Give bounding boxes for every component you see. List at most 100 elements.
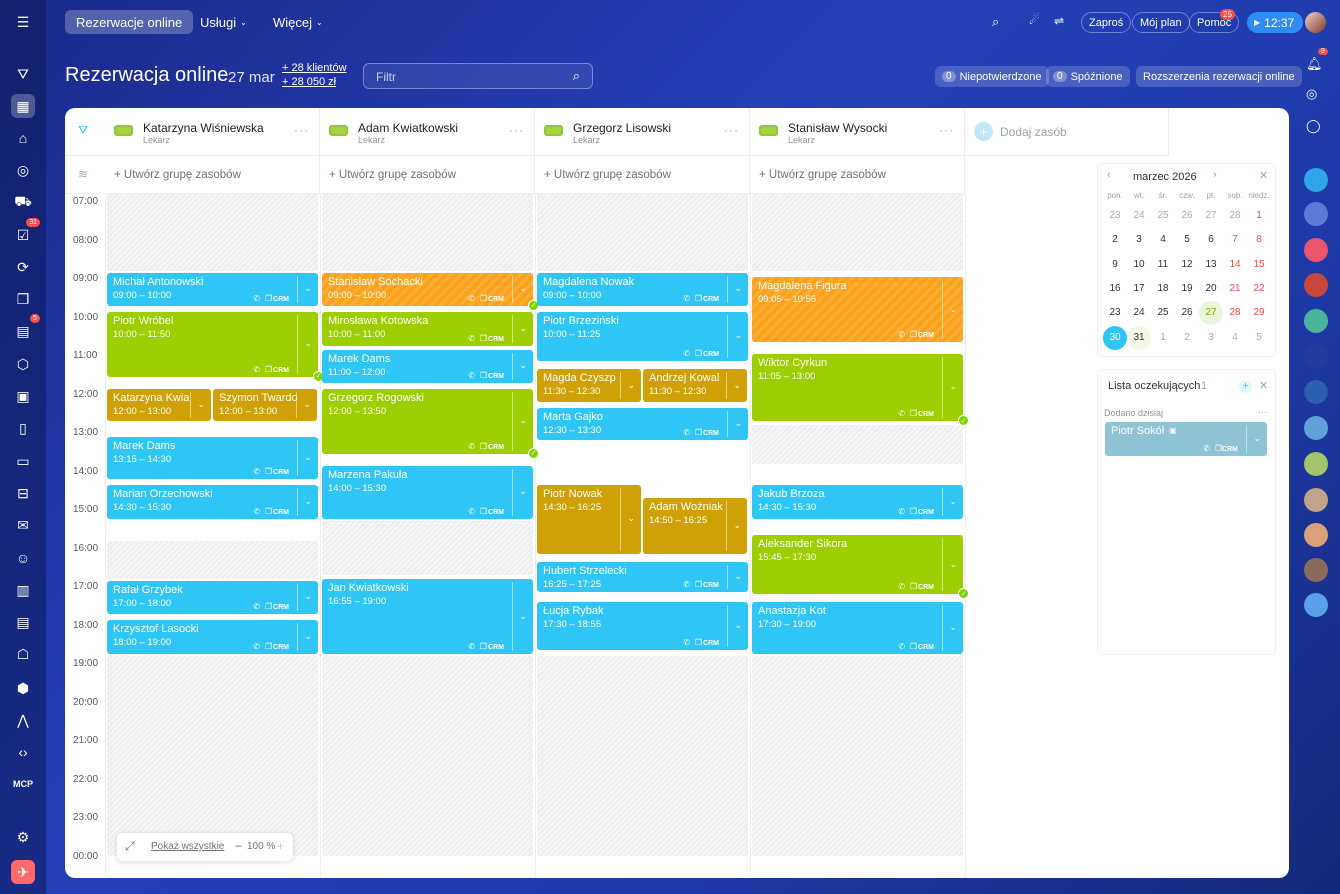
calendar-day[interactable]: 31	[1127, 325, 1151, 350]
chevron-down-icon[interactable]: ⌄	[734, 571, 742, 582]
crm-label[interactable]: CRM	[273, 468, 289, 476]
calendar-day[interactable]: 2	[1184, 331, 1190, 343]
crm-label[interactable]: CRM	[703, 351, 719, 359]
chevron-down-icon[interactable]: ⌄	[733, 379, 741, 390]
booking-event[interactable]: Marek Dams 11:00 – 12:00 ⌄ CRM ✆ ❐	[322, 350, 533, 383]
calendar-day[interactable]: 13	[1205, 258, 1217, 270]
calendar-day[interactable]: 24	[1133, 307, 1145, 319]
store-icon[interactable]: ⌂	[18, 130, 28, 146]
late-filter[interactable]: 0 Spóźnione	[1046, 66, 1130, 87]
id-card-icon[interactable]: ▤	[16, 613, 30, 630]
chevron-down-icon[interactable]: ⌄	[304, 338, 312, 349]
booking-event[interactable]: Michał Antonowski 09:00 – 10:00 ⌄ CRM ✆ ❐	[107, 273, 318, 306]
prev-month-icon[interactable]: ‹	[1107, 169, 1111, 181]
work-timer-button[interactable]: ▶ 12:37	[1247, 12, 1303, 33]
file-icon[interactable]: ▯	[19, 419, 27, 436]
filter-input[interactable]: Filtr ⌕	[363, 63, 593, 89]
code-icon[interactable]: ‹›	[18, 744, 28, 760]
calendar-day[interactable]: 27	[1205, 210, 1217, 221]
chat-avatar[interactable]	[1304, 309, 1328, 333]
resource-header[interactable]: Katarzyna Wiśniewska Lekarz ···	[105, 108, 320, 156]
resource-header[interactable]: Grzegorz Lisowski Lekarz ···	[535, 108, 750, 156]
calendar-day[interactable]: 9	[1112, 258, 1118, 270]
booking-event[interactable]: Andrzej Kowal 11:30 – 12:30 ⌄	[643, 369, 747, 402]
calendar-day[interactable]: 14	[1229, 258, 1241, 270]
calendar-day[interactable]: 29	[1253, 307, 1265, 319]
booking-event[interactable]: Krzysztof Lasocki 18:00 – 19:00 ⌄ CRM ✆ ❐	[107, 619, 318, 655]
tasks-icon[interactable]: ☑ 31	[11, 218, 40, 247]
chevron-down-icon[interactable]: ⌄	[519, 486, 527, 497]
calendar-day[interactable]: 26	[1181, 307, 1193, 319]
resource-header[interactable]: Stanisław Wysocki Lekarz ···	[750, 108, 965, 156]
zoom-in-icon[interactable]: +	[277, 839, 285, 853]
calendar-day[interactable]: 21	[1229, 282, 1241, 294]
automation-icon[interactable]: ⟳	[17, 258, 29, 275]
crm-label[interactable]: CRM	[488, 372, 504, 380]
target-icon[interactable]: ◎	[16, 161, 30, 178]
booking-event[interactable]: Hubert Strzelecki 16:25 – 17:25 ⌄ CRM ✆ ❐	[537, 561, 748, 593]
more-icon[interactable]: ···	[724, 123, 739, 137]
calendar-day[interactable]: 3	[1208, 331, 1214, 343]
calendar-day[interactable]: 30	[1103, 325, 1127, 350]
waitlist-item[interactable]: Piotr Sokół ▣ CRM ✆ ❐ ⌄	[1105, 422, 1267, 456]
chat-avatar[interactable]	[1304, 380, 1328, 404]
calendar-day[interactable]: 28	[1229, 210, 1241, 221]
booking-event[interactable]: Mirosława Kotowska 10:00 – 11:00 ⌄ CRM ✆ ❐	[322, 311, 533, 347]
shield-icon[interactable]: ⬡	[16, 355, 30, 372]
crm-label[interactable]: CRM	[918, 332, 934, 340]
invite-button[interactable]: Zaproś	[1081, 12, 1132, 33]
booking-event[interactable]: Katarzyna Kwia 12:00 – 13:00 ⌄	[107, 388, 211, 422]
chevron-down-icon[interactable]: ⌄	[519, 610, 527, 621]
calendar-day[interactable]: 1	[1256, 210, 1262, 221]
tab-more[interactable]: Więcej ⌄	[262, 10, 334, 34]
add-waitlist-icon[interactable]: +	[1239, 380, 1252, 393]
chevron-down-icon[interactable]: ⌄	[734, 620, 742, 631]
calendar-day[interactable]: 5	[1256, 331, 1262, 343]
chevron-down-icon[interactable]: ⌄	[949, 558, 957, 569]
documents-icon[interactable]: ▤ 5	[11, 314, 40, 343]
create-group-button[interactable]: + Utwórz grupę zasobów	[320, 156, 535, 194]
chat-avatar[interactable]	[1304, 488, 1328, 512]
search-icon[interactable]: ⌕	[992, 14, 1000, 29]
calendar-day[interactable]: 4	[1160, 234, 1166, 246]
drive-icon[interactable]: ⊟	[17, 484, 29, 501]
crm-label[interactable]: CRM	[918, 509, 934, 517]
booking-event[interactable]: Magdalena Nowak 09:00 – 10:00 ⌄ CRM ✆ ❐	[537, 273, 748, 306]
clients-stat[interactable]: + 28 klientów	[282, 62, 347, 74]
chevron-down-icon[interactable]: ⌄	[627, 379, 635, 390]
chevron-down-icon[interactable]: ⌄	[304, 630, 312, 641]
next-month-icon[interactable]: ›	[1213, 169, 1217, 181]
calendar-day[interactable]: 27	[1199, 301, 1223, 326]
calendar-day[interactable]: 11	[1157, 258, 1169, 270]
settings-icon[interactable]: ⚙	[16, 828, 30, 845]
rocket-small-icon[interactable]: ☄	[1029, 13, 1040, 27]
calendar-day[interactable]: 12	[1181, 258, 1193, 270]
calendar-day[interactable]: 25	[1157, 210, 1169, 221]
crm-label[interactable]: CRM	[488, 443, 504, 451]
calendar-day[interactable]: 23	[1109, 210, 1121, 221]
sliders-icon[interactable]: ⇌	[1054, 14, 1065, 28]
calendar-day[interactable]: 16	[1109, 282, 1121, 294]
add-resource-button[interactable]: + Dodaj zasób	[965, 108, 1169, 156]
copilot-icon[interactable]: ◎	[1306, 86, 1318, 101]
booking-event[interactable]: Magda Czyszp 11:30 – 12:30 ⌄	[537, 369, 641, 402]
chevron-down-icon[interactable]: ⌄	[949, 303, 957, 314]
chevron-down-icon[interactable]: ⌄	[304, 451, 312, 462]
chat-avatar[interactable]	[1304, 593, 1328, 617]
booking-calendar-icon[interactable]: ▦	[11, 94, 35, 118]
calendar-day[interactable]: 6	[1208, 234, 1214, 246]
crm-label[interactable]: CRM	[488, 509, 504, 517]
show-all-link[interactable]: Pokaż wszystkie	[151, 841, 225, 852]
unconfirmed-filter[interactable]: 0 Niepotwierdzone	[935, 66, 1049, 87]
booking-event[interactable]: Marzena Pakuła 14:00 – 15:30 ⌄ CRM ✆ ❐	[322, 465, 533, 520]
calendar-day[interactable]: 2	[1112, 234, 1118, 246]
booking-event[interactable]: Łucja Rybak 17:30 – 18:55 ⌄ CRM ✆ ❐	[537, 602, 748, 651]
booking-event[interactable]: Aleksander Sikora 15:45 – 17:30 ⌄ CRM ✆ ❐	[752, 534, 963, 595]
chat-avatar[interactable]	[1304, 558, 1328, 582]
rocket-icon[interactable]: ✈	[11, 860, 35, 884]
tab-online-booking[interactable]: Rezerwacje online	[65, 10, 194, 34]
calendar-day[interactable]: 19	[1181, 282, 1193, 294]
close-icon[interactable]: ✕	[1259, 170, 1269, 182]
extensions-button[interactable]: Rozszerzenia rezerwacji online	[1136, 66, 1302, 87]
crm-label[interactable]: CRM	[703, 295, 719, 303]
